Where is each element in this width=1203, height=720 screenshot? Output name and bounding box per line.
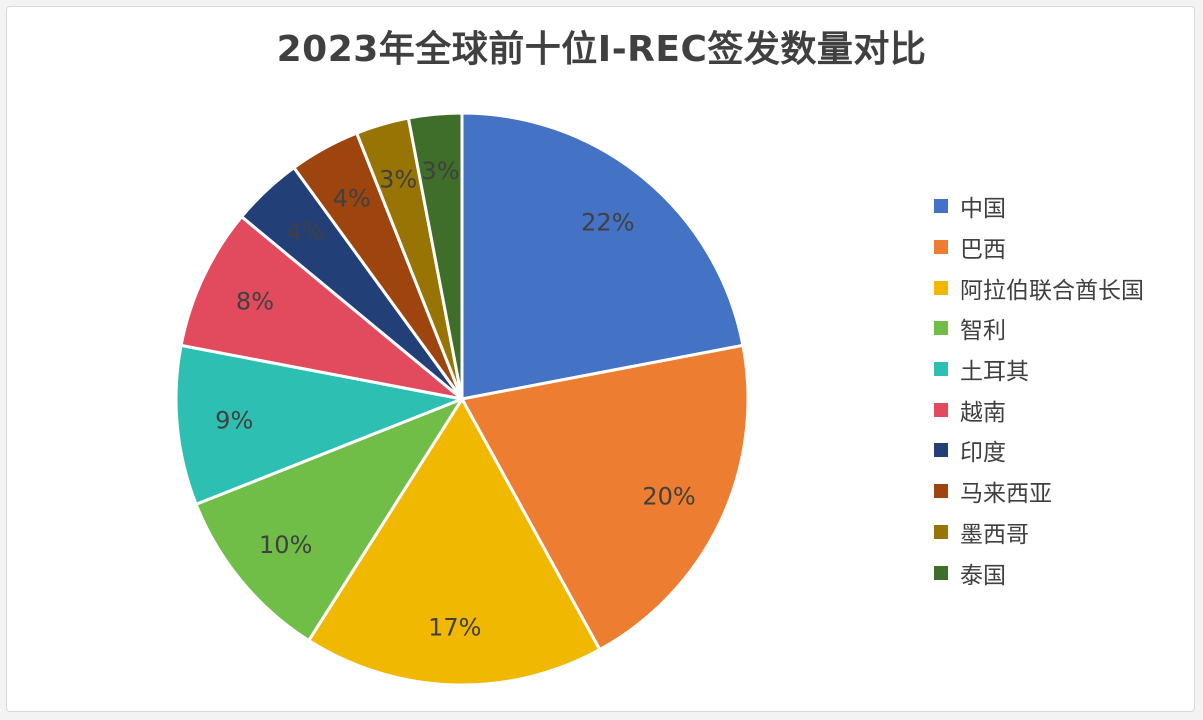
legend-item: 巴西 [934, 227, 1144, 268]
legend-item: 越南 [934, 389, 1144, 430]
slice-label: 22% [581, 209, 634, 237]
legend-label: 智利 [960, 318, 1006, 345]
legend-item: 阿拉伯联合酋长国 [934, 267, 1144, 308]
pie-slice [406, 111, 464, 401]
pie-slice [460, 343, 750, 652]
legend-label: 泰国 [960, 562, 1006, 589]
pie-slice [179, 215, 464, 401]
legend-swatch [934, 524, 948, 539]
legend-swatch [934, 443, 948, 458]
legend-label: 中国 [960, 196, 1006, 223]
legend-label: 土耳其 [960, 359, 1029, 386]
legend-swatch [934, 402, 948, 417]
slice-label: 3% [379, 165, 417, 193]
legend-item: 墨西哥 [934, 512, 1144, 553]
slice-label: 8% [236, 288, 274, 316]
legend-swatch [934, 321, 948, 336]
legend-item: 中国 [934, 186, 1144, 227]
legend-item: 泰国 [934, 552, 1144, 593]
slice-label: 4% [286, 218, 324, 246]
legend-label: 印度 [960, 440, 1006, 467]
slice-label: 3% [421, 157, 459, 185]
legend-item: 土耳其 [934, 349, 1144, 390]
legend-swatch [934, 565, 948, 580]
legend-item: 智利 [934, 308, 1144, 349]
legend-label: 越南 [960, 399, 1006, 426]
slice-label: 4% [333, 185, 371, 213]
slice-label: 17% [428, 614, 481, 642]
pie-slice [174, 343, 464, 506]
slice-label: 10% [259, 531, 312, 559]
legend-label: 马来西亚 [960, 481, 1052, 508]
legend-swatch [934, 199, 948, 214]
pie-slice [194, 397, 464, 642]
legend-swatch [934, 240, 948, 255]
legend-swatch [934, 362, 948, 377]
legend-label: 巴西 [960, 237, 1006, 264]
legend-item: 印度 [934, 430, 1144, 471]
legend-item: 马来西亚 [934, 471, 1144, 512]
legend-label: 阿拉伯联合酋长国 [960, 277, 1144, 304]
slice-label: 9% [215, 407, 253, 435]
legend-label: 墨西哥 [960, 521, 1029, 548]
legend-swatch [934, 280, 948, 295]
legend-swatch [934, 484, 948, 499]
legend: 中国巴西阿拉伯联合酋长国 智利土耳其越南印度马来西亚墨西哥泰国 [934, 186, 1144, 593]
chart-title: 2023年全球前十位I-REC签发数量对比 [276, 29, 927, 70]
pie-slice [460, 111, 745, 401]
pie-slice [307, 397, 602, 687]
slice-label: 20% [642, 482, 695, 510]
